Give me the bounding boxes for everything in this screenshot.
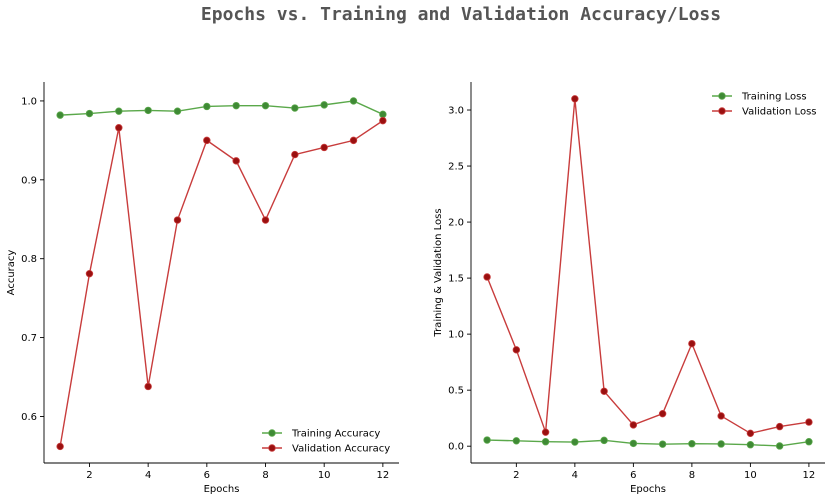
x-tick-label: 6 xyxy=(204,470,210,481)
chart-panel-2: 2 4 6 8 10 12 0.0 0.5 1.0 1.5 2.0 2.5 3.0 Epochs Train… xyxy=(433,82,825,495)
legend-label: Validation Accuracy xyxy=(292,444,390,455)
y-tick-label: 0.0 xyxy=(448,442,464,453)
data-point-validation xyxy=(56,442,64,451)
series-line-training xyxy=(60,100,384,116)
y-tick-label: 0.6 xyxy=(21,412,37,423)
data-point-training xyxy=(291,104,299,112)
y-tick-label: 0.9 xyxy=(21,175,37,186)
data-point-validation xyxy=(805,418,813,426)
chart-title: Epochs vs. Training and Validation Accur… xyxy=(200,4,722,25)
data-point-training xyxy=(232,101,240,110)
data-point-validation xyxy=(232,157,240,165)
data-point-training xyxy=(512,437,521,445)
series-line-validation xyxy=(486,98,810,435)
x-tick-label: 2 xyxy=(86,470,92,481)
x-axis-label: Epochs xyxy=(630,484,666,495)
data-point-training xyxy=(115,107,123,115)
y-tick-label: 0.5 xyxy=(448,386,464,397)
legend-label: Validation Loss xyxy=(742,107,817,118)
data-point-validation xyxy=(512,346,521,354)
legend-marker-training xyxy=(718,92,726,100)
y-tick-label: 3.0 xyxy=(448,106,464,117)
data-point-validation xyxy=(571,95,579,103)
data-point-training xyxy=(483,436,491,444)
data-point-training xyxy=(379,110,387,119)
data-point-training xyxy=(688,440,696,448)
data-point-training xyxy=(173,107,182,115)
y-tick-label: 0.7 xyxy=(21,333,37,344)
data-point-training xyxy=(717,440,725,448)
x-tick-label: 8 xyxy=(262,470,268,481)
data-point-validation xyxy=(746,429,755,438)
x-tick-label: 8 xyxy=(689,470,695,481)
data-point-validation xyxy=(658,409,667,418)
x-tick-label: 6 xyxy=(630,470,636,481)
legend: Training Loss Validation Loss xyxy=(712,92,817,118)
legend-marker-validation xyxy=(268,444,276,452)
legend: Training Accuracy Validation Accuracy xyxy=(262,429,390,455)
data-point-training xyxy=(805,438,813,446)
data-point-validation xyxy=(688,339,696,348)
x-tick-label: 2 xyxy=(513,470,519,481)
x-tick-label: 4 xyxy=(145,470,151,481)
y-tick-label: 2.5 xyxy=(448,162,464,173)
y-tick-label: 0.8 xyxy=(21,254,37,265)
y-axis-label: Accuracy xyxy=(6,250,17,296)
data-point-validation xyxy=(203,136,211,145)
data-point-training xyxy=(571,438,579,446)
data-point-validation xyxy=(541,428,550,436)
data-point-training xyxy=(320,101,328,109)
legend-label: Training Accuracy xyxy=(291,429,380,440)
x-tick-label: 10 xyxy=(318,470,331,481)
x-tick-label: 10 xyxy=(744,470,757,481)
data-point-training xyxy=(85,109,94,118)
series-line-training xyxy=(487,439,810,447)
chart-panel-1: 2 4 6 8 10 12 0.6 0.7 0.8 0.9 1.0 Epochs Accuracy Tra… xyxy=(6,82,399,495)
data-point-validation xyxy=(349,136,358,145)
data-point-validation xyxy=(483,273,491,281)
data-point-training xyxy=(349,97,358,105)
legend-marker-validation xyxy=(718,107,726,115)
data-point-training xyxy=(144,106,152,115)
data-point-training xyxy=(746,441,755,449)
data-point-validation xyxy=(320,143,328,152)
data-point-training xyxy=(600,436,608,445)
x-tick-label: 12 xyxy=(376,470,389,481)
data-point-validation xyxy=(629,421,638,429)
data-point-validation xyxy=(600,387,608,395)
y-tick-label: 2.0 xyxy=(448,218,464,229)
data-point-training xyxy=(203,102,211,111)
x-tick-label: 4 xyxy=(572,470,578,481)
data-point-validation xyxy=(775,422,784,431)
data-point-training xyxy=(261,101,270,110)
data-point-training xyxy=(629,439,638,448)
legend-label: Training Loss xyxy=(741,92,807,103)
x-axis-label: Epochs xyxy=(204,484,240,495)
data-point-training xyxy=(541,438,550,446)
y-tick-label: 1.0 xyxy=(21,96,37,107)
data-point-validation xyxy=(379,116,387,125)
data-point-training xyxy=(658,440,667,448)
data-point-validation xyxy=(144,382,152,391)
y-tick-label: 1.0 xyxy=(448,330,464,341)
legend-marker-training xyxy=(268,429,276,437)
data-point-training xyxy=(56,111,64,119)
data-point-validation xyxy=(717,412,725,420)
data-point-validation xyxy=(115,124,123,132)
data-point-validation xyxy=(85,269,94,278)
data-point-validation xyxy=(261,216,270,224)
data-point-validation xyxy=(291,150,299,159)
data-point-validation xyxy=(173,216,182,224)
y-tick-label: 1.5 xyxy=(448,274,464,285)
x-tick-label: 12 xyxy=(803,470,816,481)
data-point-training xyxy=(775,442,784,450)
y-axis-label: Training & Validation Loss xyxy=(433,208,444,337)
series-line-validation xyxy=(59,120,384,447)
